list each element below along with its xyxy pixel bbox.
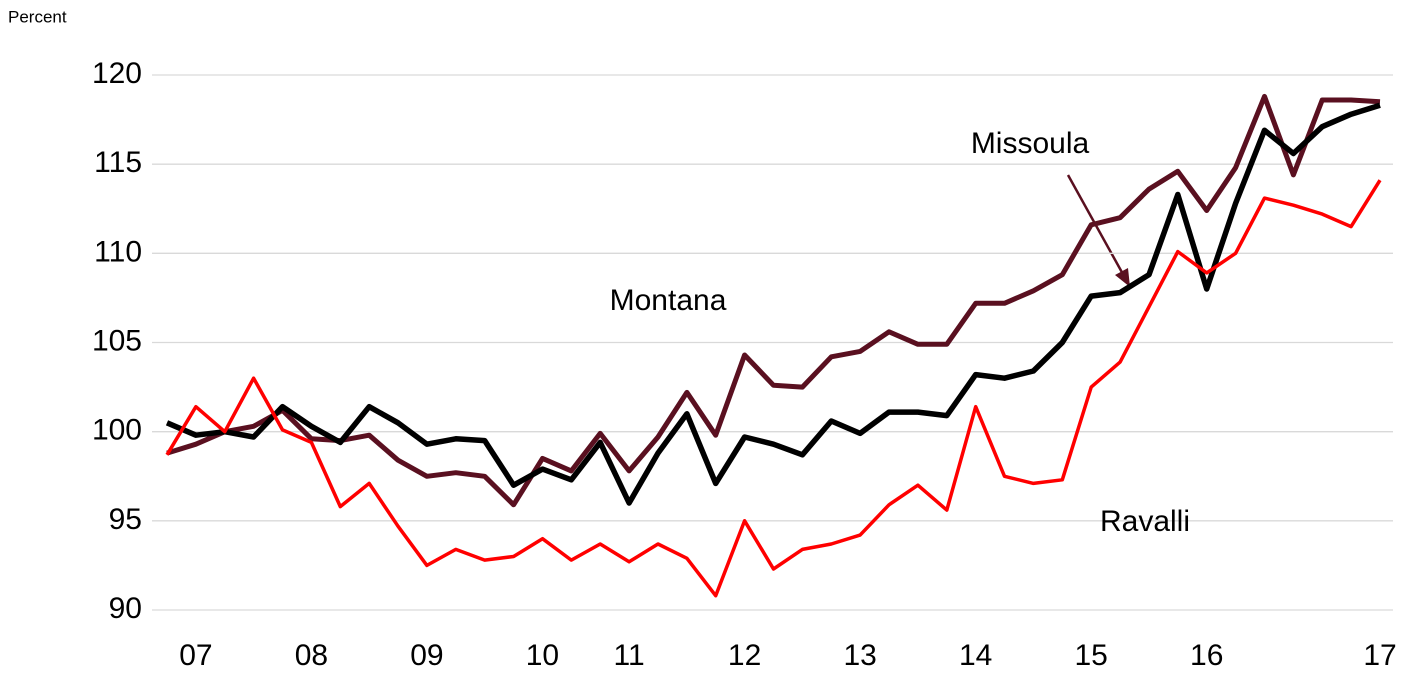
y-tick-label: 95 [109,503,142,536]
series-label: Montana [610,284,727,317]
y-tick-label: 110 [94,235,142,268]
y-tick-label: 100 [92,414,142,447]
series-label: Missoula [971,127,1090,160]
series-line [166,93,1381,508]
y-tick-label: 105 [92,324,142,357]
annotation-arrowhead [1115,268,1130,287]
x-tick-label: 10 [526,639,559,672]
x-tick-label: 14 [959,639,992,672]
x-tick-label: 13 [843,639,876,672]
x-tick-label: 15 [1075,639,1108,672]
y-axis-label: Percent [8,7,67,26]
x-tick-label: 16 [1190,639,1223,672]
x-tick-label: 09 [410,639,443,672]
series-label: Ravalli [1100,505,1190,538]
x-tick-label: 08 [295,639,328,672]
x-tick-label: 07 [179,639,212,672]
x-tick-label: 17 [1363,639,1396,672]
series-line [165,102,1381,506]
y-tick-label: 90 [109,592,142,625]
series-line [165,179,1382,598]
x-tick-label: 12 [728,639,761,672]
y-tick-label: 120 [92,57,142,90]
x-tick-label: 11 [614,639,645,672]
grid [152,74,1393,611]
y-tick-label: 115 [94,146,142,179]
